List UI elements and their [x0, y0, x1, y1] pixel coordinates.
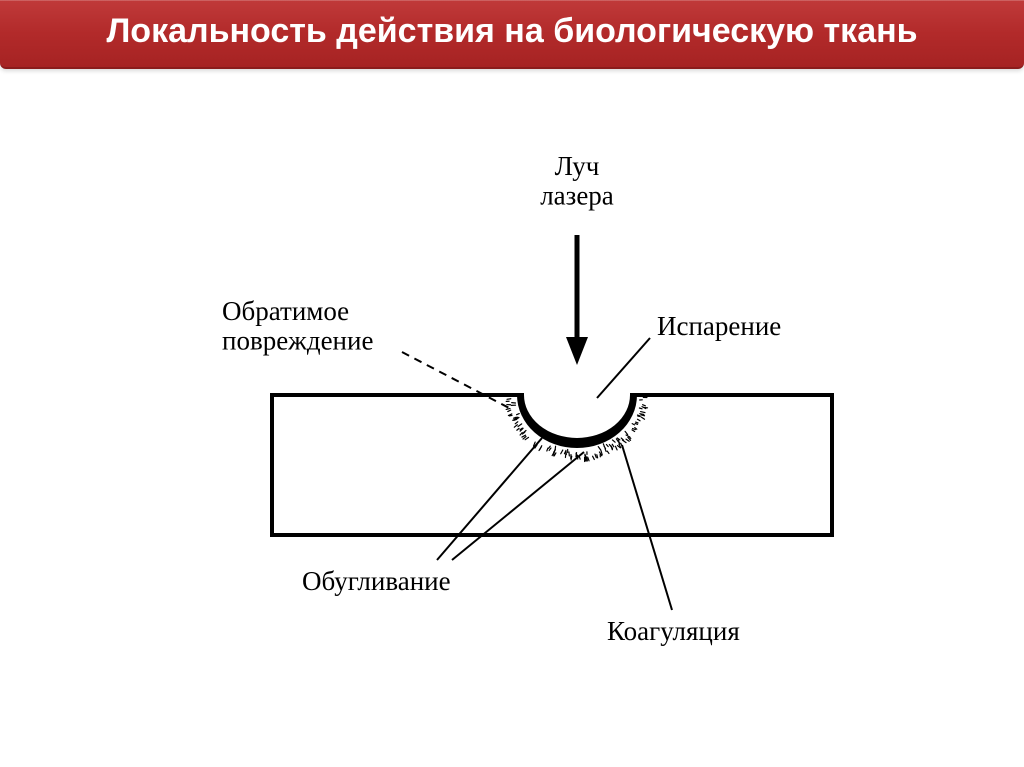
- svg-text:Коагуляция: Коагуляция: [607, 616, 740, 646]
- slide: Локальность действия на биологическую тк…: [0, 0, 1024, 767]
- laser-tissue-diagram: Лучлазера Обратимоеповреждение Испарение Об…: [102, 120, 922, 680]
- svg-text:Лучлазера: Лучлазера: [540, 151, 614, 211]
- svg-text:Обратимоеповреждение: Обратимоеповреждение: [222, 296, 373, 356]
- svg-text:Испарение: Испарение: [657, 311, 781, 341]
- diagram-area: Лучлазера Обратимоеповреждение Испарение Об…: [0, 120, 1024, 767]
- slide-title: Локальность действия на биологическую тк…: [0, 0, 1024, 69]
- svg-text:Обугливание: Обугливание: [302, 566, 451, 596]
